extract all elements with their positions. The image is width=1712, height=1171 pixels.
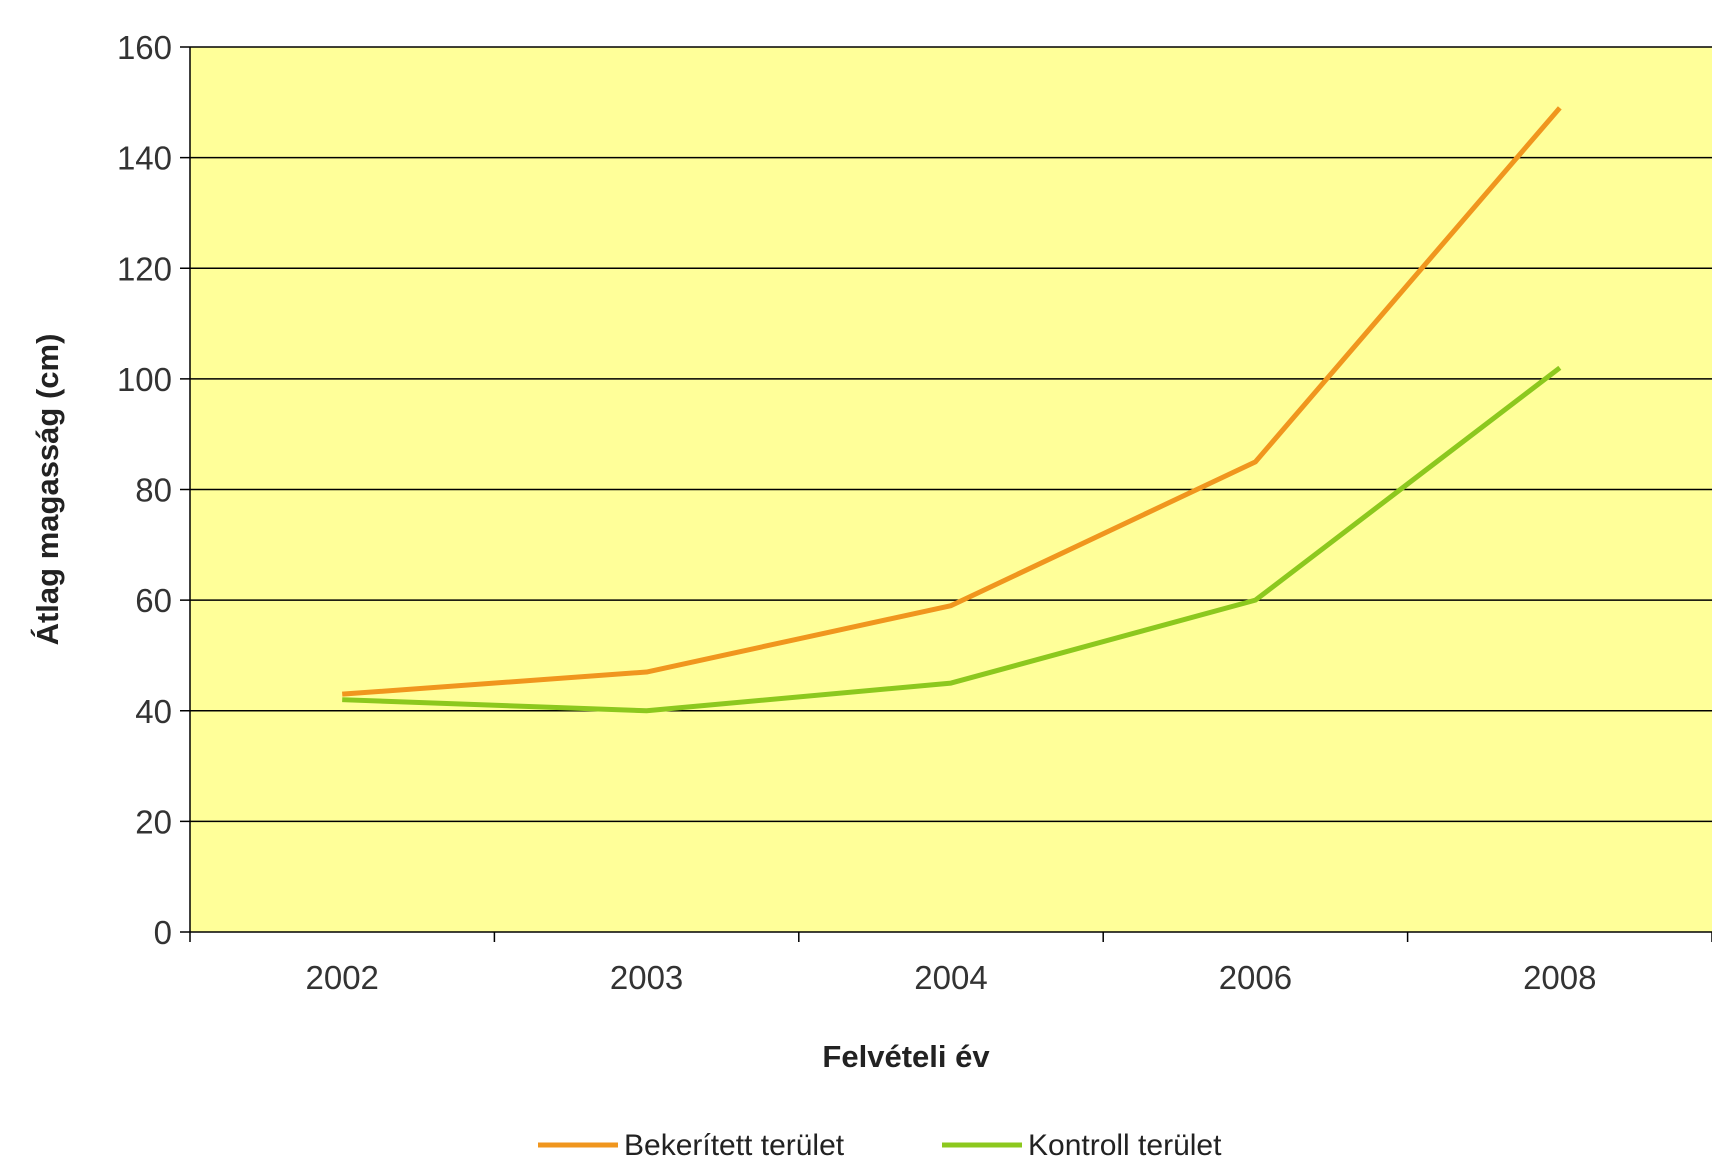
series-line-2: [342, 365, 1562, 714]
axes: 0 20 40 60 80 100 120 140 160 2002 2003 2004 2006 200…: [117, 29, 1712, 996]
y-tick-label: 60: [135, 582, 172, 619]
y-tick-label: 80: [135, 472, 172, 509]
gridlines: [190, 46, 1712, 823]
y-tick-label: 160: [117, 29, 172, 66]
y-tick-label: 140: [117, 140, 172, 177]
x-tick-label: 2003: [610, 959, 683, 996]
x-tick-label: 2006: [1219, 959, 1292, 996]
y-tick-label: 20: [135, 803, 172, 840]
legend: Bekerített terület Kontroll terület: [538, 1129, 1222, 1162]
x-tick-label: 2002: [305, 959, 378, 996]
legend-label-2: Kontroll terület: [1028, 1129, 1222, 1162]
y-axis-title: Átlag magasság (cm): [30, 334, 65, 646]
y-tick-label: 40: [135, 693, 172, 730]
x-axis-title: Felvételi év: [822, 1039, 990, 1074]
x-tick-label: 2004: [914, 959, 987, 996]
y-tick-label: 120: [117, 250, 172, 287]
x-tick-label: 2008: [1523, 959, 1596, 996]
legend-label-1: Bekerített terület: [624, 1129, 845, 1162]
y-tick-label: 0: [154, 914, 172, 951]
y-tick-label: 100: [117, 361, 172, 398]
series-lines: [342, 106, 1562, 714]
series-line-1: [342, 106, 1562, 697]
